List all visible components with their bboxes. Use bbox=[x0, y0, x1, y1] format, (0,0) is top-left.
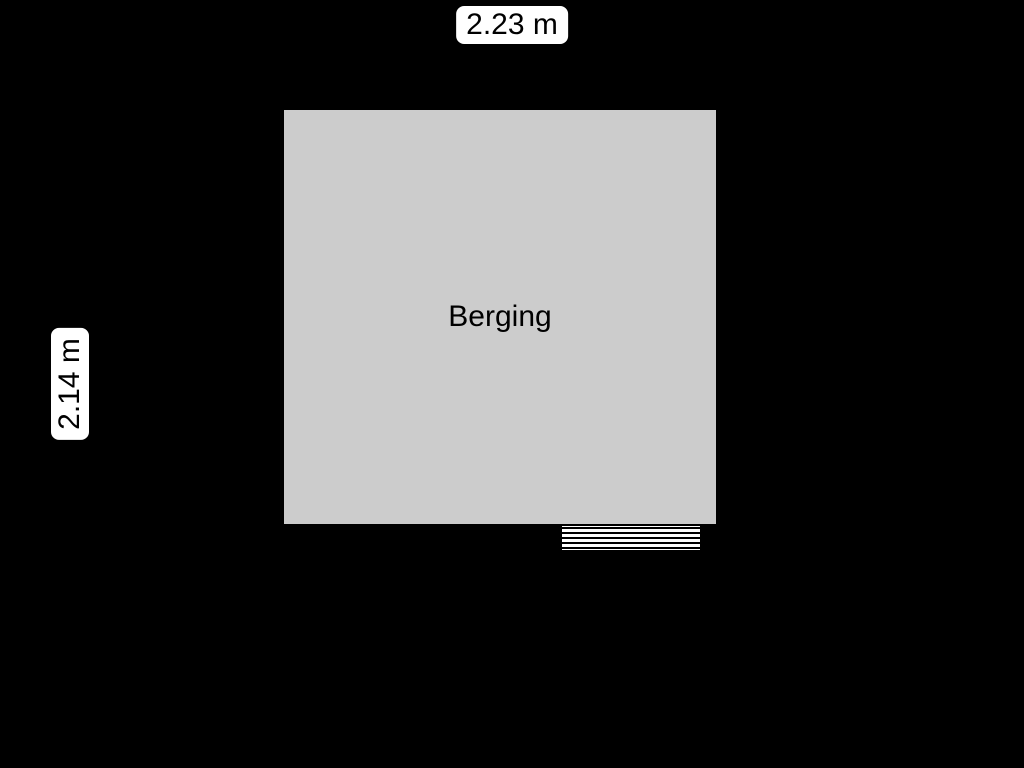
door-slat bbox=[562, 537, 700, 539]
door-slat bbox=[562, 532, 700, 534]
dimension-height-label: 2.14 m bbox=[51, 328, 89, 440]
dimension-width-label: 2.23 m bbox=[456, 6, 568, 44]
door-symbol bbox=[556, 526, 706, 550]
door-slat bbox=[562, 527, 700, 529]
dimension-width-text: 2.23 m bbox=[466, 8, 558, 41]
door-slat bbox=[562, 547, 700, 549]
door-slat bbox=[562, 542, 700, 544]
dimension-height-text: 2.14 m bbox=[53, 338, 86, 430]
room-berging: Berging bbox=[282, 108, 718, 526]
floorplan-canvas: Berging 2.23 m 2.14 m bbox=[0, 0, 1024, 768]
room-label: Berging bbox=[448, 300, 551, 334]
